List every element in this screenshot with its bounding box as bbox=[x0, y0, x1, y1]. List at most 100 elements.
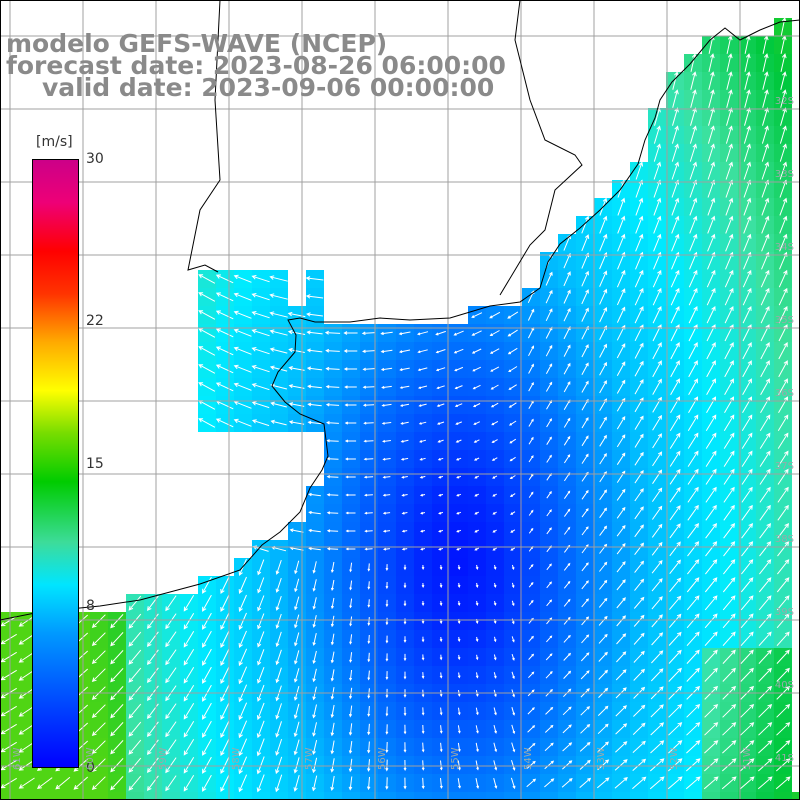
wind-arrow bbox=[306, 348, 323, 353]
wind-arrow bbox=[599, 416, 607, 429]
wind-arrow bbox=[509, 493, 516, 497]
wind-arrow bbox=[563, 562, 571, 571]
wind-arrow bbox=[330, 775, 335, 792]
wind-arrow bbox=[325, 403, 340, 407]
wind-arrow bbox=[722, 631, 736, 647]
wind-arrow bbox=[110, 758, 124, 773]
wind-arrow bbox=[330, 615, 335, 628]
wind-arrow bbox=[616, 597, 626, 609]
wind-arrow bbox=[146, 703, 159, 720]
wind-arrow bbox=[312, 757, 318, 774]
wind-arrow bbox=[762, 71, 769, 90]
wind-arrow bbox=[233, 292, 252, 301]
wind-arrow bbox=[403, 724, 407, 735]
wind-arrow bbox=[561, 777, 573, 788]
wind-arrow bbox=[490, 402, 499, 408]
wind-arrow bbox=[632, 740, 646, 753]
wind-arrow bbox=[740, 722, 755, 736]
wind-arrow bbox=[635, 233, 644, 252]
wind-arrow bbox=[457, 760, 461, 771]
wind-arrow bbox=[669, 577, 682, 593]
wind-arrow bbox=[688, 287, 698, 306]
wind-arrow bbox=[419, 439, 427, 443]
wind-cell bbox=[738, 792, 756, 800]
wind-arrow bbox=[110, 704, 124, 719]
wind-arrow bbox=[685, 776, 701, 790]
wind-arrow bbox=[220, 648, 230, 667]
wind-arrow bbox=[256, 756, 265, 775]
wind-cell bbox=[702, 792, 720, 800]
wind-arrow bbox=[671, 197, 680, 216]
wind-arrow bbox=[344, 403, 357, 407]
wind-arrow bbox=[563, 435, 571, 446]
wind-arrow bbox=[183, 667, 195, 684]
wind-arrow bbox=[742, 360, 752, 378]
wind-arrow bbox=[740, 740, 755, 754]
wind-arrow bbox=[653, 161, 662, 180]
latitude-label: 35S bbox=[774, 315, 794, 326]
wind-arrow bbox=[183, 631, 195, 648]
wind-arrow bbox=[326, 457, 339, 461]
wind-arrow bbox=[633, 668, 646, 681]
wind-arrow bbox=[439, 760, 443, 771]
wind-arrow bbox=[616, 434, 626, 448]
wind-arrow bbox=[721, 776, 737, 790]
wind-arrow bbox=[724, 396, 735, 414]
wind-arrow bbox=[382, 457, 391, 461]
wind-cell bbox=[54, 792, 72, 800]
wind-arrow bbox=[579, 759, 591, 770]
wind-arrow bbox=[128, 703, 142, 719]
wind-arrow bbox=[472, 384, 481, 390]
wind-cell bbox=[432, 792, 450, 800]
wind-arrow bbox=[438, 475, 444, 479]
wind-arrow bbox=[330, 651, 335, 664]
wind-arrow bbox=[510, 511, 516, 515]
wind-arrow bbox=[777, 432, 789, 449]
wind-arrow bbox=[146, 649, 159, 666]
wind-arrow bbox=[759, 559, 772, 575]
wind-arrow bbox=[474, 529, 480, 533]
wind-arrow bbox=[708, 53, 715, 72]
wind-cell bbox=[774, 792, 792, 800]
wind-arrow bbox=[385, 671, 389, 680]
wind-arrow bbox=[257, 595, 265, 612]
wind-arrow bbox=[364, 547, 373, 551]
wind-arrow bbox=[777, 468, 789, 485]
wind-arrow bbox=[454, 403, 463, 407]
wind-arrow bbox=[669, 432, 681, 449]
wind-arrow bbox=[758, 631, 772, 647]
wind-arrow bbox=[385, 777, 389, 790]
wind-arrow bbox=[312, 561, 317, 574]
wind-arrow bbox=[385, 653, 389, 662]
wind-arrow bbox=[251, 419, 270, 427]
wind-arrow bbox=[671, 233, 680, 252]
wind-arrow bbox=[704, 577, 718, 593]
wind-arrow bbox=[742, 378, 752, 396]
wind-arrow bbox=[312, 632, 317, 646]
longitude-label: 53W bbox=[596, 747, 607, 770]
wind-arrow bbox=[546, 509, 552, 517]
wind-cell bbox=[360, 792, 378, 800]
wind-arrow bbox=[599, 525, 608, 536]
wind-cell bbox=[180, 792, 198, 800]
wind-arrow bbox=[381, 385, 392, 389]
wind-arrow bbox=[165, 757, 177, 774]
wind-arrow bbox=[581, 417, 589, 429]
wind-arrow bbox=[776, 613, 790, 629]
wind-arrow bbox=[233, 310, 252, 319]
wind-arrow bbox=[330, 704, 335, 719]
wind-arrow bbox=[706, 269, 716, 288]
wind-arrow bbox=[599, 343, 607, 358]
wind-arrow bbox=[275, 577, 282, 593]
wind-cell bbox=[144, 792, 162, 800]
wind-arrow bbox=[257, 667, 265, 684]
wind-arrow bbox=[581, 270, 589, 287]
wind-arrow bbox=[403, 742, 407, 753]
wind-arrow bbox=[722, 740, 737, 754]
wind-arrow bbox=[563, 508, 571, 517]
wind-arrow bbox=[778, 305, 788, 324]
wind-arrow bbox=[546, 418, 552, 428]
wind-arrow bbox=[146, 595, 159, 612]
wind-cell bbox=[558, 792, 576, 800]
wind-arrow bbox=[251, 347, 270, 355]
